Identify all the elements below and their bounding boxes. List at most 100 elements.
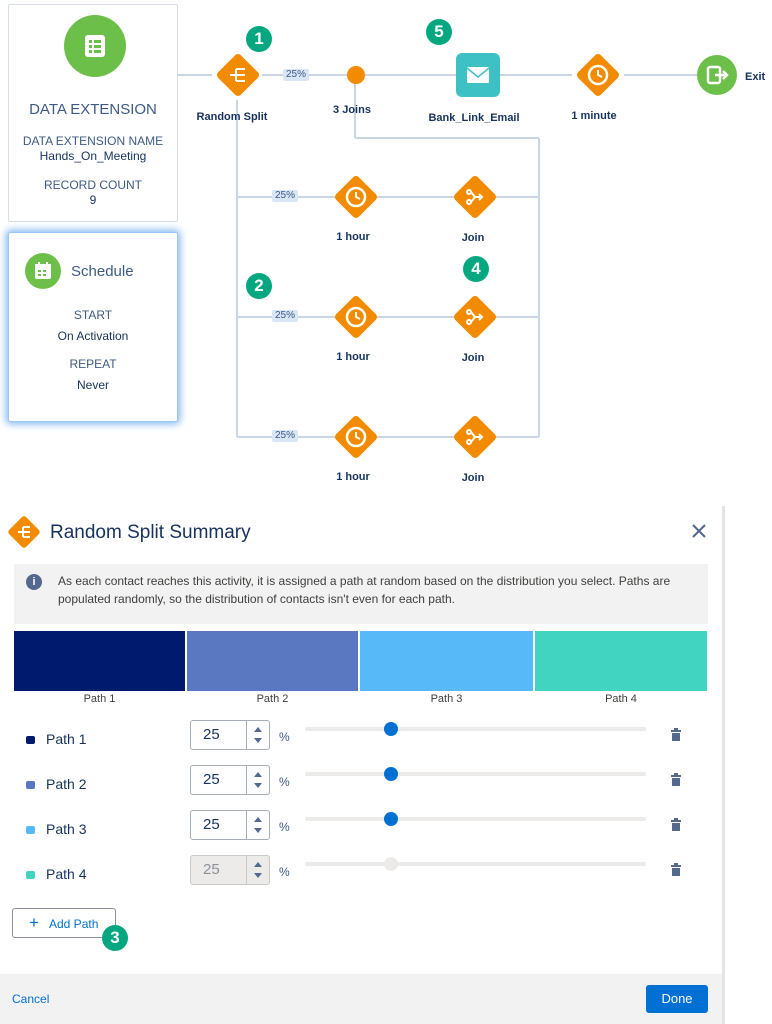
path-color-dot-4 (26, 871, 35, 879)
path-color-dot-1 (26, 736, 35, 744)
repeat-label: REPEAT (69, 357, 117, 371)
clock-icon (335, 176, 377, 218)
wait-hour-node-3[interactable] (330, 411, 382, 463)
exit-node[interactable] (697, 55, 737, 95)
join-icon (454, 296, 496, 338)
join-node-2[interactable] (449, 291, 501, 343)
exit-icon (706, 65, 729, 85)
add-path-label: Add Path (49, 917, 99, 931)
email-node[interactable] (456, 53, 500, 97)
join-label-3: Join (461, 472, 485, 484)
path-color-dot-3 (26, 826, 35, 834)
wait-hour-label-2: 1 hour (336, 351, 370, 363)
data-extension-title: DATA EXTENSION (29, 101, 157, 118)
clock-icon (577, 54, 619, 96)
repeat-value: Never (76, 378, 109, 392)
joins-label: 3 Joins (333, 104, 371, 116)
distribution-segment-4 (535, 631, 707, 691)
trash-icon[interactable] (670, 818, 682, 832)
path-slider-thumb-2[interactable] (384, 767, 398, 781)
stepper-2[interactable] (246, 766, 269, 794)
callout-badge-5: 5 (426, 19, 452, 45)
path-slider-thumb-3[interactable] (384, 812, 398, 826)
path-slider-thumb-4 (384, 857, 398, 871)
path-name-3: Path 3 (46, 821, 87, 837)
callout-badge-3: 3 (102, 925, 128, 951)
wait-minute-node[interactable] (572, 49, 624, 101)
distribution-segment-3 (360, 631, 533, 691)
summary-footer: Cancel Done (0, 974, 722, 1024)
data-extension-name-value: Hands_On_Meeting (39, 149, 147, 163)
join-label-2: Join (461, 352, 485, 364)
percent-sign-2: % (279, 775, 290, 789)
done-button[interactable]: Done (646, 985, 708, 1013)
distribution-label-4: Path 4 (605, 693, 637, 705)
data-extension-name-label: DATA EXTENSION NAME (22, 134, 164, 148)
wait-hour-node-2[interactable] (330, 291, 382, 343)
record-count-value: 9 (89, 193, 97, 207)
calendar-icon (25, 253, 61, 289)
info-text: As each contact reaches this activity, i… (58, 574, 671, 606)
path-slider-3[interactable] (305, 817, 646, 821)
callout-badge-1: 1 (246, 26, 272, 52)
path-percent-value-4: 25 (203, 861, 220, 878)
stepper-arrows-icon (254, 862, 262, 878)
distribution-label-3: Path 3 (430, 693, 463, 705)
path-percent-value-1: 25 (203, 726, 220, 743)
percent-sign-4: % (279, 865, 290, 879)
stepper-arrows-icon (254, 817, 262, 833)
path-percent-value-3: 25 (203, 816, 220, 833)
path-percent-input-3[interactable]: 25 (190, 810, 270, 840)
trash-icon[interactable] (670, 773, 682, 787)
exit-label: Exit (745, 71, 766, 83)
wait-hour-label-1: 1 hour (336, 231, 370, 243)
trash-icon[interactable] (670, 863, 682, 877)
clock-icon (335, 416, 377, 458)
path-slider-2[interactable] (305, 772, 646, 776)
join-node-1[interactable] (449, 171, 501, 223)
info-icon: i (26, 574, 42, 590)
join-icon (454, 176, 496, 218)
path-percent-input-4: 25 (190, 855, 270, 885)
path-percent-top: 25% (283, 69, 310, 81)
data-extension-icon (64, 15, 126, 77)
wait-hour-node-1[interactable] (330, 171, 382, 223)
random-split-icon (4, 512, 44, 552)
info-banner: i As each contact reaches this activity,… (14, 564, 708, 624)
distribution-segment-1 (14, 631, 185, 691)
join-node-3[interactable] (449, 411, 501, 463)
stepper-1[interactable] (246, 721, 269, 749)
path-percent-3: 25% (272, 310, 299, 322)
path-percent-4: 25% (272, 430, 299, 442)
start-value: On Activation (57, 329, 129, 343)
distribution-label-1: Path 1 (83, 693, 116, 705)
start-label: START (73, 308, 113, 322)
trash-icon[interactable] (670, 728, 682, 742)
path-percent-input-1[interactable]: 25 (190, 720, 270, 750)
random-split-node[interactable] (212, 49, 264, 101)
wait-minute-label: 1 minute (571, 110, 617, 122)
add-path-button[interactable]: + Add Path (12, 908, 116, 938)
path-color-dot-2 (26, 781, 35, 789)
clock-icon (335, 296, 377, 338)
wait-hour-label-3: 1 hour (336, 471, 370, 483)
envelope-icon (466, 67, 490, 83)
email-label: Bank_Link_Email (428, 112, 520, 124)
plus-icon: + (29, 913, 39, 932)
path-slider-1[interactable] (305, 727, 646, 731)
schedule-card[interactable]: Schedule START On Activation REPEAT Neve… (8, 232, 178, 422)
path-percent-input-2[interactable]: 25 (190, 765, 270, 795)
cancel-button[interactable]: Cancel (12, 992, 50, 1006)
path-name-1: Path 1 (46, 731, 87, 747)
path-slider-thumb-1[interactable] (384, 722, 398, 736)
record-count-label: RECORD COUNT (44, 178, 142, 192)
close-icon[interactable] (688, 520, 710, 542)
joins-node[interactable] (347, 66, 365, 84)
random-split-label: Random Split (196, 111, 268, 123)
distribution-segment-2 (187, 631, 358, 691)
stepper-3[interactable] (246, 811, 269, 839)
stepper-4 (246, 856, 269, 884)
percent-sign-3: % (279, 820, 290, 834)
data-extension-card[interactable]: DATA EXTENSION DATA EXTENSION NAME Hands… (8, 4, 178, 222)
journey-canvas: DATA EXTENSION DATA EXTENSION NAME Hands… (0, 0, 772, 500)
